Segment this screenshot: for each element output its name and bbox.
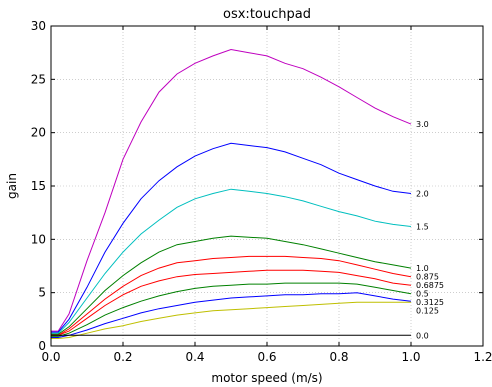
series-label: 0.875 xyxy=(416,273,439,282)
series-line-0.6875 xyxy=(51,269,412,336)
series-lines xyxy=(51,48,412,339)
series-label: 3.0 xyxy=(416,120,429,129)
series-line-0.125 xyxy=(51,301,411,339)
x-tick-label: 0.4 xyxy=(185,350,204,364)
series-label: 0.5 xyxy=(416,290,429,299)
x-tick-label: 0.8 xyxy=(329,350,348,364)
y-tick-label: 25 xyxy=(31,72,46,86)
x-tick-label: 0.0 xyxy=(41,350,60,364)
series-label: 0.3125 xyxy=(416,298,444,307)
series-line-3.0 xyxy=(51,48,412,332)
series-line-0.5 xyxy=(51,282,412,337)
y-tick-label: 30 xyxy=(31,19,46,33)
grid xyxy=(51,26,483,346)
x-tick-label: 1.2 xyxy=(473,350,492,364)
x-tick-label: 0.2 xyxy=(113,350,132,364)
series-label: 1.0 xyxy=(416,264,429,273)
y-tick-label: 15 xyxy=(31,179,46,193)
y-axis-label: gain xyxy=(5,173,19,199)
series-label: 1.5 xyxy=(416,223,429,232)
series-line-2.0 xyxy=(51,142,412,333)
series-label: 0.6875 xyxy=(416,281,444,290)
series-label: 2.0 xyxy=(416,189,429,198)
y-tick-label: 5 xyxy=(38,286,46,300)
axis-ticks: 0.0 0.2 0.4 0.6 0.8 1.0 1.2 0 5 10 15 20 25 30 xyxy=(31,19,492,364)
y-tick-label: 10 xyxy=(31,232,46,246)
series-line-1.5 xyxy=(51,188,412,334)
series-label: 0.125 xyxy=(416,307,439,316)
series-label: 0.0 xyxy=(416,331,429,340)
y-tick-label: 20 xyxy=(31,126,46,140)
x-tick-label: 0.6 xyxy=(257,350,276,364)
chart-title: osx:touchpad xyxy=(223,7,311,22)
series-line-0.3125 xyxy=(51,292,412,338)
series-line-1.0 xyxy=(51,235,412,335)
y-tick-label: 0 xyxy=(38,339,46,353)
x-tick-label: 1.0 xyxy=(401,350,420,364)
series-line-0.875 xyxy=(51,255,412,336)
x-axis-label: motor speed (m/s) xyxy=(211,371,322,385)
